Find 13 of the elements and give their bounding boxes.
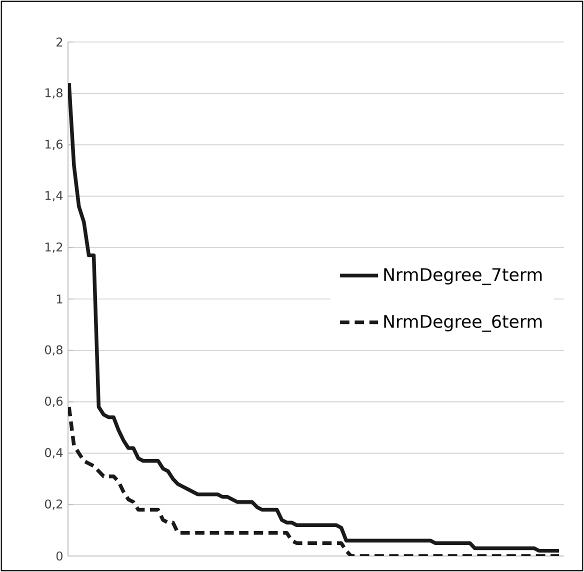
y-tick-label: 1,2	[46, 242, 62, 253]
y-tick-label: 0,8	[45, 345, 62, 356]
y-tick-label: 0,6	[45, 396, 63, 407]
y-tick-label: 0,2	[45, 499, 62, 510]
legend-label: NrmDegree_6term	[384, 314, 542, 332]
y-tick-label: 0,4	[45, 448, 63, 458]
y-tick-label: 0	[56, 551, 62, 561]
y-tick-label: 1	[56, 294, 62, 304]
legend-label: NrmDegree_7term	[384, 268, 542, 285]
y-tick-label: 2	[56, 38, 62, 46]
y-tick-label: 1,4	[46, 191, 63, 202]
y-tick-label: 1,8	[46, 88, 62, 99]
y-tick-label: 1,6	[46, 140, 63, 150]
